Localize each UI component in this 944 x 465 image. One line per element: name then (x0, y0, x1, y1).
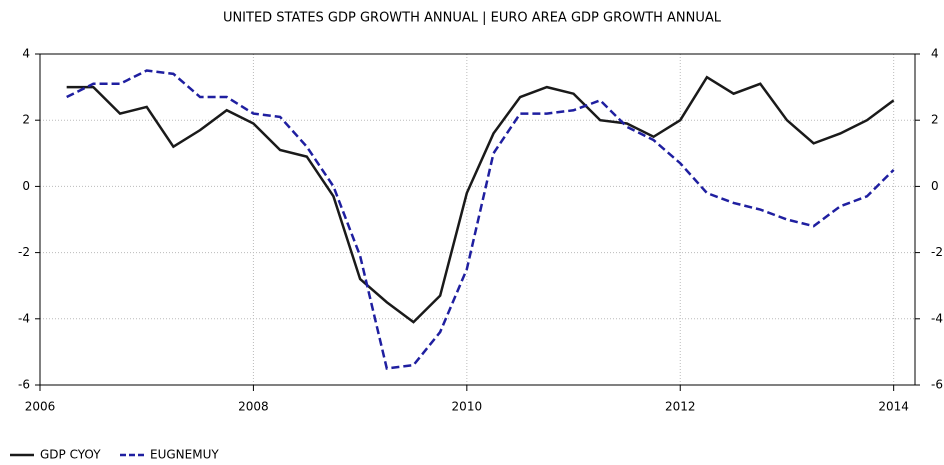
x-tick-label: 2012 (665, 400, 696, 414)
series-line (66, 69, 895, 370)
y2-tick-label: -4 (931, 311, 943, 325)
y-tick-label: 4 (22, 47, 30, 61)
legend-label: EUGNEMUY (150, 448, 219, 462)
y2-tick-label: -6 (931, 378, 943, 392)
y-tick-label: -6 (18, 378, 30, 392)
y2-tick-label: 4 (931, 47, 939, 61)
x-tick-label: 2010 (452, 400, 483, 414)
y-tick-label: -4 (18, 311, 30, 325)
legend-label: GDP CYOY (40, 448, 101, 462)
y-tick-label: 0 (22, 179, 30, 193)
x-tick-label: 2014 (878, 400, 909, 414)
x-tick-label: 2008 (238, 400, 269, 414)
x-tick-label: 2006 (25, 400, 56, 414)
y2-tick-label: -2 (931, 245, 943, 259)
y2-tick-label: 2 (931, 113, 939, 127)
series-line (66, 75, 895, 324)
y-tick-label: 2 (22, 113, 30, 127)
plot-frame (39, 53, 916, 386)
chart-title: UNITED STATES GDP GROWTH ANNUAL | EURO A… (223, 11, 722, 26)
y2-tick-label: 0 (931, 179, 939, 193)
y-tick-label: -2 (18, 245, 30, 259)
